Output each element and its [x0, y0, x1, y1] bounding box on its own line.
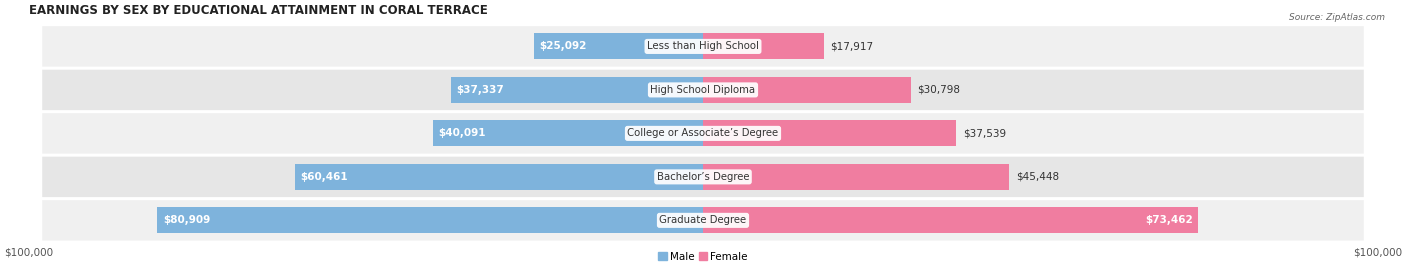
Text: $60,461: $60,461 [301, 172, 349, 182]
Text: Graduate Degree: Graduate Degree [659, 215, 747, 225]
FancyBboxPatch shape [42, 26, 1364, 67]
Bar [703, 120, 956, 146]
Bar [433, 120, 703, 146]
Bar [703, 207, 1198, 233]
Text: EARNINGS BY SEX BY EDUCATIONAL ATTAINMENT IN CORAL TERRACE: EARNINGS BY SEX BY EDUCATIONAL ATTAINMEN… [28, 4, 488, 17]
Bar [157, 207, 703, 233]
Bar [703, 77, 911, 103]
Text: $25,092: $25,092 [540, 42, 586, 51]
Bar [295, 164, 703, 190]
Text: High School Diploma: High School Diploma [651, 85, 755, 95]
Bar [534, 34, 703, 59]
FancyBboxPatch shape [42, 70, 1364, 110]
FancyBboxPatch shape [42, 157, 1364, 197]
Text: $30,798: $30,798 [917, 85, 960, 95]
Text: $37,337: $37,337 [457, 85, 505, 95]
Text: Bachelor’s Degree: Bachelor’s Degree [657, 172, 749, 182]
Text: $40,091: $40,091 [439, 128, 485, 138]
Text: $17,917: $17,917 [831, 42, 873, 51]
Bar [703, 164, 1010, 190]
Text: $73,462: $73,462 [1146, 215, 1192, 225]
Text: $45,448: $45,448 [1017, 172, 1059, 182]
FancyBboxPatch shape [42, 200, 1364, 241]
Text: $80,909: $80,909 [163, 215, 209, 225]
Text: Source: ZipAtlas.com: Source: ZipAtlas.com [1289, 13, 1385, 23]
Text: $37,539: $37,539 [963, 128, 1005, 138]
Text: Less than High School: Less than High School [647, 42, 759, 51]
Text: College or Associate’s Degree: College or Associate’s Degree [627, 128, 779, 138]
Bar [703, 34, 824, 59]
Legend: Male, Female: Male, Female [654, 247, 752, 266]
Bar [451, 77, 703, 103]
FancyBboxPatch shape [42, 113, 1364, 154]
